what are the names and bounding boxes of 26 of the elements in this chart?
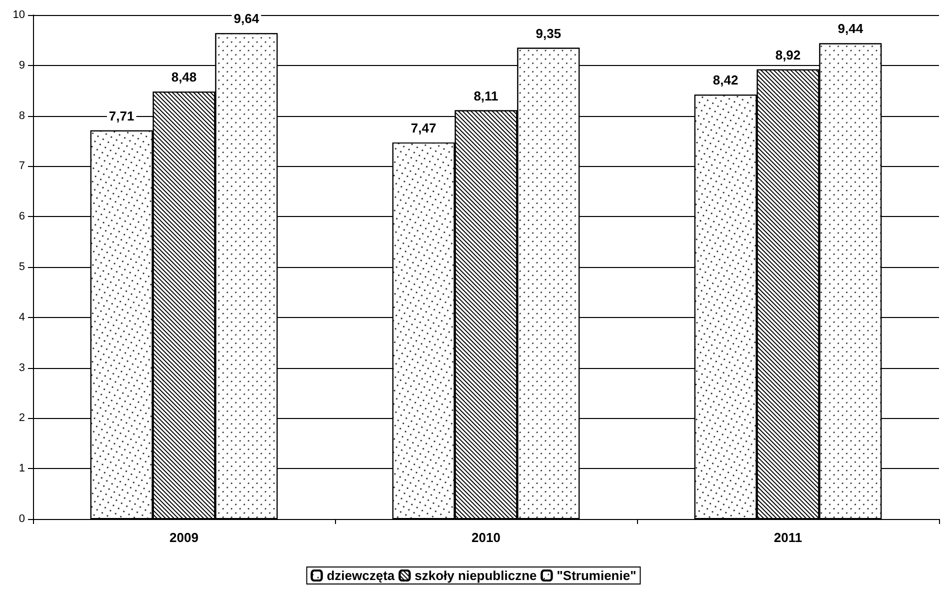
data-label: 9,44 [838,21,864,36]
data-label: 8,92 [775,47,801,62]
y-tick-label: 8 [18,110,25,122]
x-tick-label: 2009 [170,530,198,545]
legend-label: dziewczęta [326,568,396,583]
y-tick-label: 6 [18,210,25,223]
data-label: 9,64 [234,11,260,26]
y-tick-label: 2 [18,412,25,424]
data-label: 8,48 [171,70,197,85]
y-tick-label: 5 [18,261,25,273]
data-label: 8,42 [712,72,738,88]
x-tick-label: 2010 [472,530,500,545]
y-tick-label: 4 [18,311,25,324]
y-tick-label: 10 [12,9,25,21]
data-label: 7,71 [108,108,134,124]
legend-label: "Strumienie" [556,568,636,583]
data-label: 9,35 [536,26,562,41]
y-tick-label: 0 [18,513,25,525]
data-label: 7,47 [410,120,436,136]
y-tick-label: 9 [18,59,25,72]
y-tick-label: 3 [18,362,25,374]
y-tick-label: 7 [18,160,25,172]
legend-label: szkoły niepubliczne [414,568,537,583]
x-tick-label: 2011 [774,530,802,545]
data-label: 8,11 [474,88,498,104]
y-tick-label: 1 [18,462,25,475]
